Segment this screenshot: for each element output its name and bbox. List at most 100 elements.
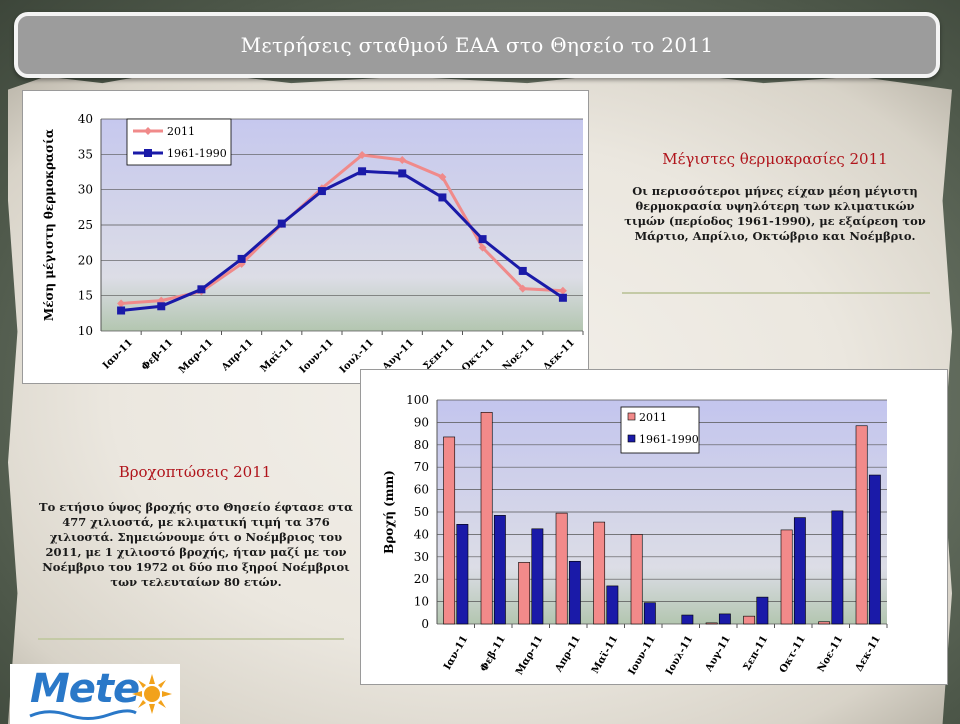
bar-2011 <box>780 529 793 625</box>
x-tick-label: Φεβ-11 <box>140 337 176 373</box>
data-point-2011 <box>558 286 567 295</box>
x-tick-label: Μαϊ-11 <box>590 634 620 676</box>
legend-label: 1961-1990 <box>167 147 227 160</box>
bar-2011 <box>818 621 831 625</box>
y-tick-label: 40 <box>414 527 429 541</box>
page-title: Μετρήσεις σταθμού ΕΑΑ στο Θησείο το 2011 <box>240 33 714 57</box>
legend-label: 1961-1990 <box>639 433 699 446</box>
rainfall-description: Το ετήσιο ύψος βροχής στο Θησείο έφτασε … <box>39 500 353 589</box>
bar-1961-1990 <box>756 596 769 625</box>
y-tick-label: 0 <box>421 617 429 631</box>
y-tick-label: 15 <box>78 289 93 303</box>
x-tick-label: Οκτ-11 <box>778 634 808 675</box>
data-point-1961-1990 <box>358 167 367 176</box>
bar-2011 <box>443 436 456 625</box>
chart-legend: 2011 1961-1990 <box>126 118 232 166</box>
temperature-description: Οι περισσότεροι μήνες είχαν μέση μέγιστη… <box>624 184 926 243</box>
data-point-1961-1990 <box>438 193 447 202</box>
bar-1961-1990 <box>868 474 881 625</box>
meteo-logo: Mete <box>10 664 180 724</box>
legend-label: 2011 <box>639 411 667 424</box>
data-point-2011 <box>398 155 407 164</box>
y-tick-label: 30 <box>78 183 93 197</box>
y-axis-label: Βροχή (mm) <box>382 470 396 554</box>
bar-1961-1990 <box>793 517 806 625</box>
x-tick-label: Ιουν-11 <box>627 634 658 677</box>
x-tick-label: Ιαν-11 <box>442 634 470 672</box>
x-tick-label: Δεκ-11 <box>854 634 883 674</box>
y-tick-label: 40 <box>78 112 93 126</box>
y-tick-label: 100 <box>406 393 429 407</box>
x-tick-label: Απρ-11 <box>553 634 583 675</box>
data-point-2011 <box>157 296 166 305</box>
rainfall-chart-panel: 0 10 20 30 40 50 60 70 80 90 100 Ιαν-11 Φεβ-11 Μαρ-11… <box>360 369 948 685</box>
series-line-1961-1990 <box>120 169 564 312</box>
temperature-heading: Μέγιστες θερμοκρασίες 2011 <box>662 150 888 168</box>
x-tick-label: Φεβ-11 <box>479 634 508 674</box>
rainfall-separator <box>38 638 344 640</box>
y-tick-label: 60 <box>414 483 429 497</box>
logo-text: Mete <box>30 666 140 712</box>
bar-1961-1990 <box>643 602 656 625</box>
x-tick-label: Νοε-11 <box>501 337 537 373</box>
y-axis-label: Μέση μέγιστη θερμοκρασία <box>42 129 56 321</box>
data-point-1961-1990 <box>558 293 567 302</box>
legend-swatch <box>627 412 636 421</box>
y-tick-label: 10 <box>78 324 93 338</box>
data-point-1961-1990 <box>197 285 206 294</box>
data-point-2011 <box>438 172 447 181</box>
legend-label: 2011 <box>167 125 195 138</box>
bar-1961-1990 <box>568 560 581 625</box>
y-tick-label: 90 <box>414 415 429 429</box>
x-tick-label: Μαρ-11 <box>177 337 216 376</box>
data-point-2011 <box>117 299 126 308</box>
bar-1961-1990 <box>606 585 619 625</box>
bar-1961-1990 <box>493 515 506 625</box>
bar-2011 <box>480 412 493 625</box>
legend-marker <box>144 149 152 157</box>
bar-1961-1990 <box>456 524 469 625</box>
data-point-1961-1990 <box>237 254 246 263</box>
x-tick-label: Απρ-11 <box>219 337 256 374</box>
data-point-1961-1990 <box>277 219 286 228</box>
x-tick-label: Ιαν-11 <box>101 337 135 371</box>
bar-2011 <box>630 534 643 625</box>
legend-box <box>126 118 232 166</box>
x-tick-label: Αυγ-11 <box>703 634 733 674</box>
y-tick-label: 70 <box>414 460 429 474</box>
data-point-1961-1990 <box>398 169 407 178</box>
temperature-chart: 10 15 20 25 30 35 40 Ιαν-11 Φεβ-11 Μαρ-11 Απρ-11 Μα… <box>42 112 584 376</box>
bar-2011 <box>518 562 531 625</box>
sun-logo-icon <box>132 674 172 714</box>
x-tick-label: Ιουν-11 <box>298 337 336 375</box>
temperature-separator <box>622 292 930 294</box>
temperature-chart-panel: 10 15 20 25 30 35 40 Ιαν-11 Φεβ-11 Μαρ-11 Απρ-11 Μα… <box>22 90 589 384</box>
rainfall-chart: 0 10 20 30 40 50 60 70 80 90 100 Ιαν-11 Φεβ-11 Μαρ-11… <box>382 393 888 677</box>
legend-swatch <box>627 434 636 443</box>
y-tick-label: 10 <box>414 595 429 609</box>
legend-marker <box>144 127 152 135</box>
y-tick-label: 50 <box>414 505 429 519</box>
x-tick-label: Δεκ-11 <box>541 337 577 373</box>
chart-legend: 2011 1961-1990 <box>620 406 700 454</box>
bar-1961-1990 <box>718 613 731 625</box>
bar-2011 <box>855 425 868 625</box>
bar-1961-1990 <box>831 510 844 625</box>
x-tick-label: Μαϊ-11 <box>259 337 296 374</box>
bar-2011 <box>593 521 606 625</box>
bar-1961-1990 <box>681 614 694 625</box>
rainfall-heading: Βροχοπτώσεις 2011 <box>118 463 272 481</box>
wave-logo-icon <box>29 709 137 720</box>
y-tick-label: 30 <box>414 550 429 564</box>
data-point-2011 <box>478 243 487 252</box>
data-point-1961-1990 <box>518 266 527 275</box>
y-tick-label: 25 <box>78 218 93 232</box>
data-point-1961-1990 <box>478 235 487 244</box>
x-tick-label: Ιουλ-11 <box>664 634 695 677</box>
y-tick-label: 80 <box>414 438 429 452</box>
bar-2011 <box>705 622 718 625</box>
x-tick-label: Νοε-11 <box>816 634 846 674</box>
x-tick-label: Σεπ-11 <box>742 634 771 673</box>
bar-1961-1990 <box>531 528 544 625</box>
x-tick-label: Μαρ-11 <box>514 634 545 677</box>
